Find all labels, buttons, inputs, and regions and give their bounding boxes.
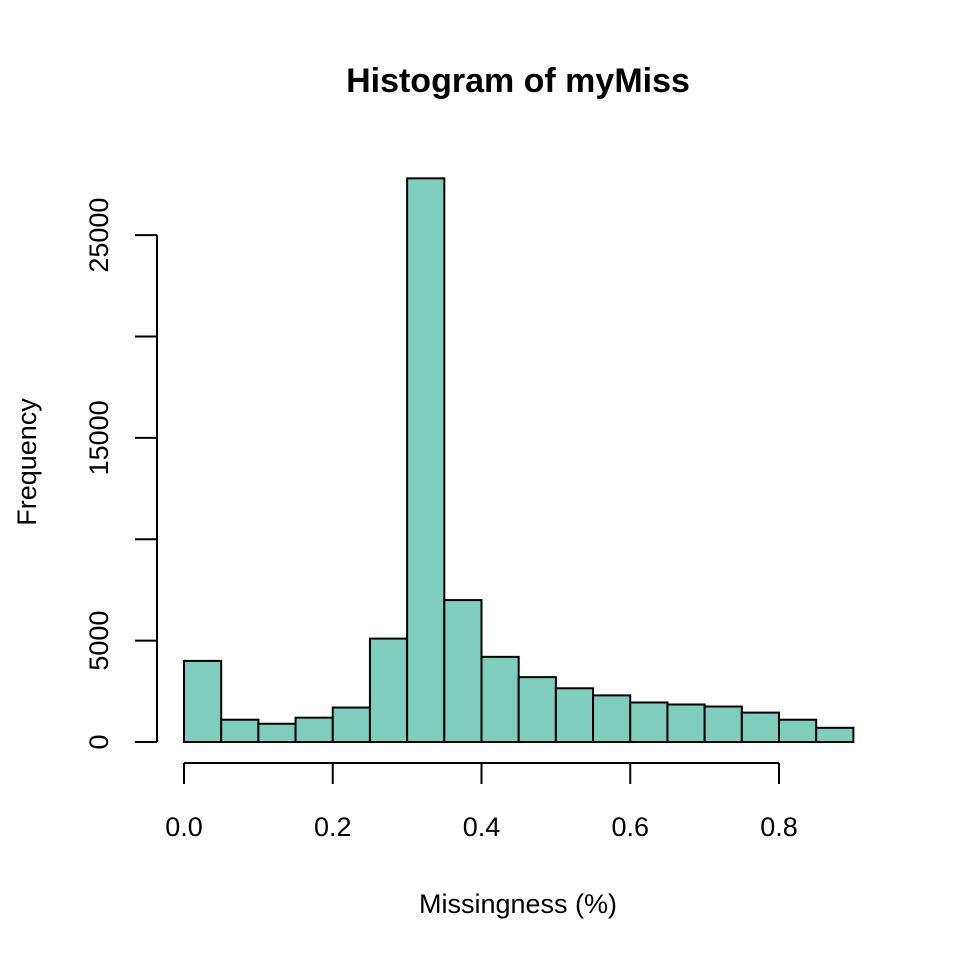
histogram-bar (629, 701, 669, 744)
x-tick-label: 0.2 (314, 812, 352, 842)
histogram-bar (220, 718, 260, 744)
x-tick-label: 0.4 (463, 812, 501, 842)
histogram-bar (666, 703, 706, 743)
x-tick-label: 0.6 (611, 812, 649, 842)
y-axis: 0 5000 15000 25000 (84, 198, 158, 750)
histogram-bar (740, 711, 780, 743)
x-tick-label: 0.8 (760, 812, 798, 842)
x-axis: 0.0 0.2 0.4 0.6 0.8 (165, 762, 798, 842)
histogram-bar (517, 676, 557, 743)
histogram-bar (183, 659, 223, 744)
histogram-bar (294, 716, 334, 743)
y-tick-label: 0 (84, 734, 114, 749)
histogram-bar (778, 718, 818, 744)
x-axis-label: Missingness (%) (419, 889, 617, 919)
y-tick-label: 25000 (84, 198, 114, 273)
chart-title: Histogram of myMiss (346, 62, 690, 100)
y-tick-label: 15000 (84, 400, 114, 475)
histogram-bar (331, 706, 371, 744)
histogram-bar (368, 637, 409, 744)
histogram-bar (815, 726, 855, 743)
y-tick-label: 5000 (84, 611, 114, 671)
bars-group (183, 177, 855, 744)
histogram-bar (406, 177, 446, 743)
histogram-bar (703, 705, 743, 744)
histogram-bar (443, 599, 483, 743)
y-axis-label: Frequency (12, 398, 42, 526)
histogram-bar (592, 694, 632, 743)
histogram-bar (554, 687, 595, 744)
x-tick-label: 0.0 (165, 812, 203, 842)
histogram-bar (257, 722, 297, 743)
histogram-bar (480, 655, 520, 744)
